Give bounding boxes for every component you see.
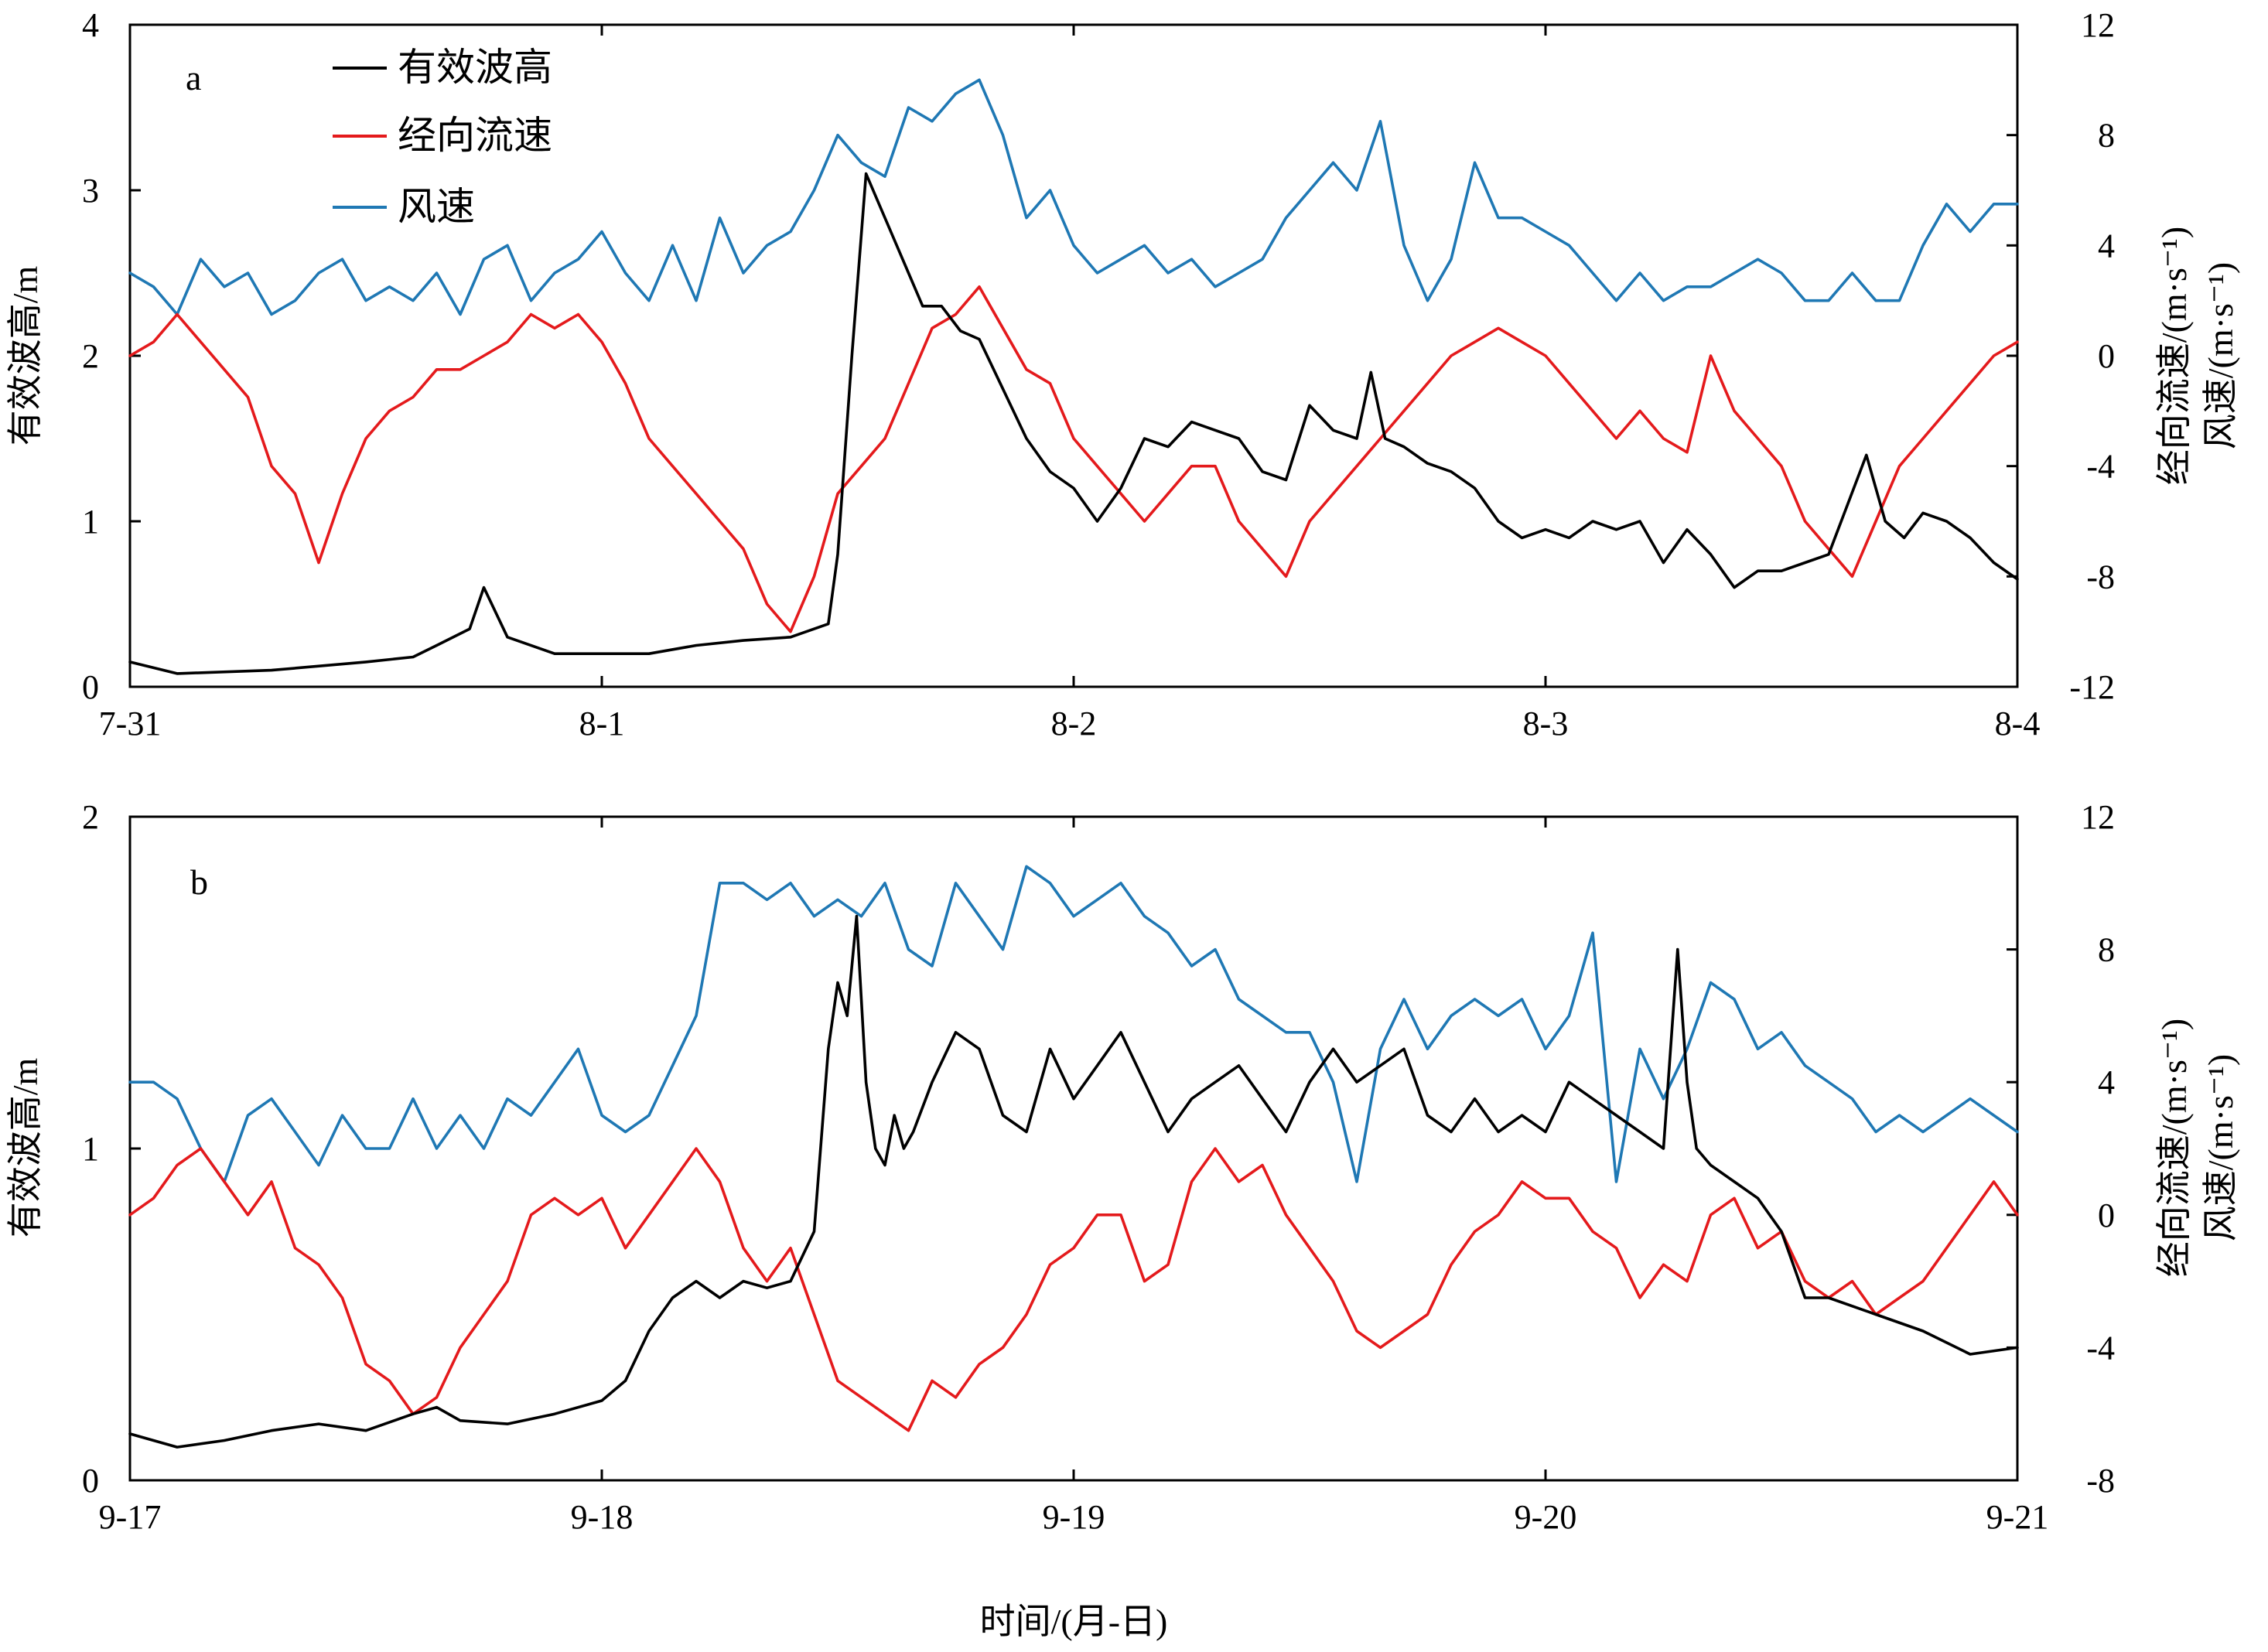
panel-b-x-tick-label: 9-20 xyxy=(1515,1498,1577,1536)
panel-b-ylabel-right-2: 风速/(m·s⁻¹) xyxy=(2201,1054,2240,1242)
panel-b-ylabel-left: 有效波高/m xyxy=(5,1058,45,1238)
panel-a-y-left-tick-label: 1 xyxy=(82,503,99,541)
panel-b-x-tick-label: 9-18 xyxy=(571,1498,634,1536)
panel-b-lines xyxy=(128,865,2019,1449)
panel-a-y-right-tick-label: 8 xyxy=(2098,117,2115,155)
panel-b-series-经向流速 xyxy=(128,1147,2019,1432)
panel-a-y-right-tick-label: -12 xyxy=(2069,668,2115,706)
panel-b-ylabel-right-1: 经向流速/(m·s⁻¹) xyxy=(2154,1019,2194,1278)
panel-b-y-right-tick-label: 0 xyxy=(2098,1196,2115,1234)
panel-a-x-tick-label: 8-1 xyxy=(579,705,625,742)
panel-a-y-left-tick-label: 0 xyxy=(82,668,99,706)
panel-a-y-right-tick-label: -4 xyxy=(2086,448,2115,486)
panel-b-x-tick-label: 9-19 xyxy=(1043,1498,1105,1536)
panel-a-ylabel-right-1: 经向流速/(m·s⁻¹) xyxy=(2154,227,2194,486)
panel-a-y-left-tick-label: 4 xyxy=(82,6,99,44)
panel-b-y-left-tick-label: 0 xyxy=(82,1462,99,1500)
panel-a-x-tick-label: 7-31 xyxy=(99,705,162,742)
x-axis-title: 时间/(月-日) xyxy=(980,1602,1168,1641)
panel-a-y-right-tick-label: -8 xyxy=(2086,558,2115,596)
panel-b-series-有效波高 xyxy=(128,914,2019,1449)
panel-a-y-right-tick-label: 0 xyxy=(2098,337,2115,375)
panel-b-y-right-tick-label: 8 xyxy=(2098,931,2115,969)
panel-a-series-经向流速 xyxy=(128,285,2019,633)
panel-a-label: a xyxy=(186,58,201,97)
panel-a-x-tick-label: 8-4 xyxy=(1995,705,2041,742)
panel-b-series-风速 xyxy=(128,865,2019,1183)
panel-a-series-风速 xyxy=(128,78,2019,316)
legend-label-风速: 风速 xyxy=(398,185,475,228)
panel-b-label: b xyxy=(190,862,208,902)
legend-label-经向流速: 经向流速 xyxy=(398,114,552,157)
panel-a-series-有效波高 xyxy=(128,172,2019,675)
legend-label-有效波高: 有效波高 xyxy=(398,46,552,89)
panel-b-y-left-tick-label: 1 xyxy=(82,1130,99,1168)
panel-b-y-left-tick-label: 2 xyxy=(82,798,99,836)
panel-b-y-right-tick-label: -4 xyxy=(2086,1329,2115,1367)
panel-a-y-right-tick-label: 4 xyxy=(2098,227,2115,265)
panel-a-ylabel-left: 有效波高/m xyxy=(5,266,45,446)
panel-a-ylabel-right-2: 风速/(m·s⁻¹) xyxy=(2201,262,2240,450)
panel-a-y-left-tick-label: 2 xyxy=(82,337,99,375)
panel-a-y-right-tick-label: 12 xyxy=(2081,6,2115,44)
panel-b-x-tick-label: 9-21 xyxy=(1986,1498,2049,1536)
panel-b-x-tick-label: 9-17 xyxy=(99,1498,162,1536)
panel-a-x-tick-label: 8-3 xyxy=(1523,705,1569,742)
panel-b-y-right-tick-label: -8 xyxy=(2086,1462,2115,1500)
panel-b-y-right-tick-label: 12 xyxy=(2081,798,2115,836)
panel-a-x-tick-label: 8-2 xyxy=(1051,705,1097,742)
legend: 有效波高 经向流速 风速 xyxy=(333,46,552,228)
panel-a-lines xyxy=(128,78,2019,675)
panel-b-y-right-tick-label: 4 xyxy=(2098,1063,2115,1101)
panel-a-y-left-tick-label: 3 xyxy=(82,172,99,210)
